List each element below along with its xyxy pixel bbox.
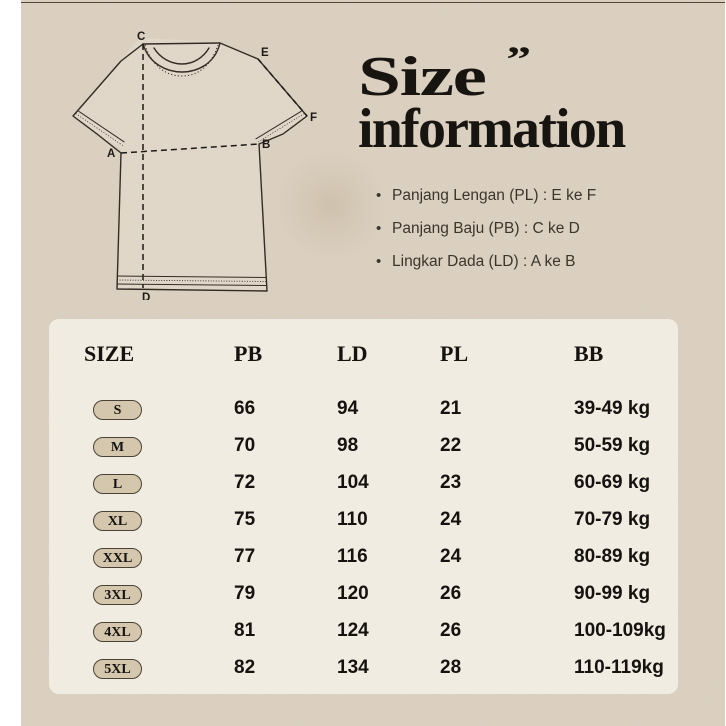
- svg-text:F: F: [310, 112, 317, 124]
- svg-text:B: B: [262, 139, 270, 151]
- svg-text:A: A: [107, 148, 115, 160]
- svg-text:D: D: [142, 292, 150, 300]
- svg-text:C: C: [137, 31, 145, 43]
- svg-text:E: E: [261, 47, 269, 59]
